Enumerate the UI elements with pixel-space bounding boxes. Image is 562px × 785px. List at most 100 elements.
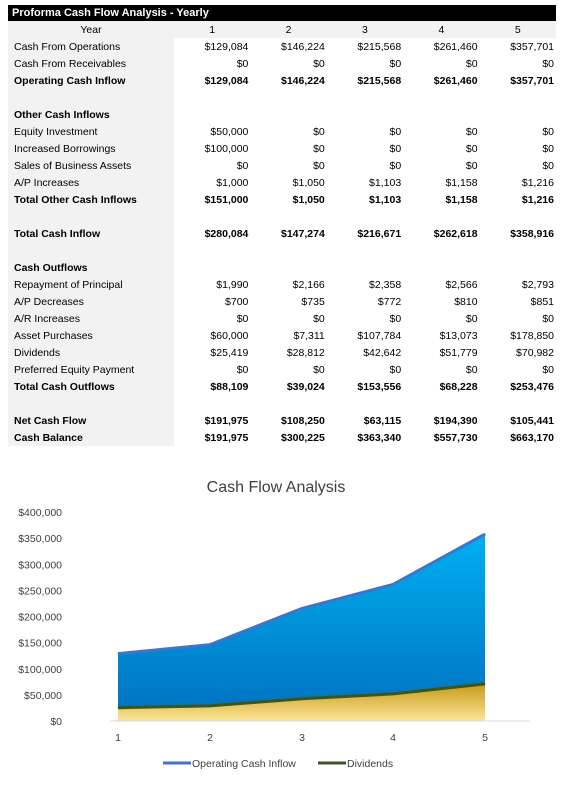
table-row: Dividends $25,419 $28,812 $42,642 $51,779 $70… [8,344,556,361]
value-cell: $0 [236,57,249,70]
x-tick-label: 3 [299,732,305,744]
value-cell: $39,024 [286,380,325,393]
value-cell: $107,784 [357,329,402,342]
value-cell: $0 [389,125,402,138]
table-row: Other Cash Inflows [8,106,556,123]
value-cell: $0 [389,159,402,172]
value-cell: $358,916 [510,227,554,240]
row-label [8,395,174,412]
row-label: Preferred Equity Payment [8,361,174,378]
year-header-cell: 3 [326,21,404,38]
row-label: Net Cash Flow [8,412,174,429]
value-cell: $70,982 [516,346,554,359]
operating-cash-inflow-point [209,644,211,646]
value-cell: $146,224 [280,74,325,87]
value-cell [480,242,556,259]
value-cell: $63,115 [363,414,402,427]
value-cell: $51,779 [439,346,478,359]
y-tick-label: $100,000 [18,664,62,676]
operating-cash-inflow-area [118,534,485,721]
value-cell: $0 [313,312,325,325]
row-label: A/P Decreases [8,293,174,310]
row-label: Equity Investment [8,123,174,140]
value-cell: $557,730 [433,431,478,444]
x-tick-label: 2 [207,732,213,744]
value-cell: $194,390 [433,414,478,427]
value-cell: $28,812 [286,346,325,359]
x-tick-label: 1 [115,732,121,744]
y-tick-label: $350,000 [18,533,62,545]
operating-cash-inflow-point [117,653,119,655]
chart-svg: Cash Flow Analysis $0 $50,000 $100,000 $150… [18,479,530,770]
value-cell: $0 [236,312,249,325]
value-cell: $0 [389,312,402,325]
dividends-point [301,698,303,700]
value-cell: $261,460 [433,40,478,53]
value-cell: $663,170 [510,431,554,444]
y-tick-label: $50,000 [24,690,62,702]
value-cell [403,89,479,106]
value-cell: $261,460 [433,74,478,87]
value-cell [327,242,403,259]
value-cell [174,242,250,259]
value-cell [174,395,250,412]
value-cell: $363,340 [357,431,402,444]
table-row: Cash Outflows [8,259,556,276]
value-cell: $0 [313,142,325,155]
year-header-label: Year [8,21,174,38]
value-cell: $2,166 [292,278,325,291]
value-cell: $0 [236,363,249,376]
value-cell [250,395,326,412]
value-cell [174,89,250,106]
table-row [8,89,556,106]
table-row: Total Cash Outflows $88,109 $39,024 $153,55… [8,378,556,395]
table-row: A/P Increases $1,000 $1,050 $1,103 $1,158 $1,… [8,174,556,191]
value-cell: $0 [465,125,478,138]
cash-flow-chart: Cash Flow Analysis $0 $50,000 $100,000 $150… [0,470,562,780]
value-cell: $216,671 [357,227,402,240]
row-label: Sales of Business Assets [8,157,174,174]
y-tick-label: $250,000 [18,585,62,597]
value-cell: $357,701 [510,74,554,87]
value-cell [174,259,250,276]
operating-cash-inflow-point [392,583,394,585]
value-cell [403,106,479,123]
table-row: Preferred Equity Payment $0 $0 $0 $0 $0 [8,361,556,378]
chart-title: Cash Flow Analysis [207,479,346,496]
table-row: Total Cash Inflow $280,084 $147,274 $216,67… [8,225,556,242]
table-row: Increased Borrowings $100,000 $0 $0 $0 $0 [8,140,556,157]
table-row: Asset Purchases $60,000 $7,311 $107,784 $13,… [8,327,556,344]
value-cell: $1,990 [216,278,249,291]
table-row: Net Cash Flow $191,975 $108,250 $63,115 $194… [8,412,556,429]
value-cell: $0 [465,57,478,70]
value-cell: $0 [465,312,478,325]
value-cell: $1,158 [445,176,478,189]
value-cell [250,242,326,259]
value-cell: $7,311 [293,329,325,342]
row-label: Cash From Operations [8,38,174,55]
row-label: Asset Purchases [8,327,174,344]
table-row: Sales of Business Assets $0 $0 $0 $0 $0 [8,157,556,174]
value-cell: $1,000 [216,176,249,189]
year-header-row: Year 1 2 3 4 5 [8,21,556,38]
value-cell: $13,073 [439,329,478,342]
legend-label: Operating Cash Inflow [192,758,296,770]
table-row: Equity Investment $50,000 $0 $0 $0 $0 [8,123,556,140]
value-cell [327,89,403,106]
value-cell: $0 [389,363,402,376]
value-cell: $68,228 [439,380,478,393]
value-cell: $215,568 [357,74,402,87]
y-tick-label: $300,000 [18,559,62,571]
value-cell: $191,975 [204,431,249,444]
value-cell [250,259,326,276]
value-cell: $0 [542,363,554,376]
legend-label: Dividends [347,758,393,770]
x-tick-label: 5 [482,732,488,744]
y-tick-label: $0 [50,716,62,728]
dividends-point [392,693,394,695]
value-cell: $151,000 [204,193,249,206]
row-label: Increased Borrowings [8,140,174,157]
value-cell: $1,103 [369,176,402,189]
year-header-cell: 5 [479,21,556,38]
row-label: Dividends [8,344,174,361]
